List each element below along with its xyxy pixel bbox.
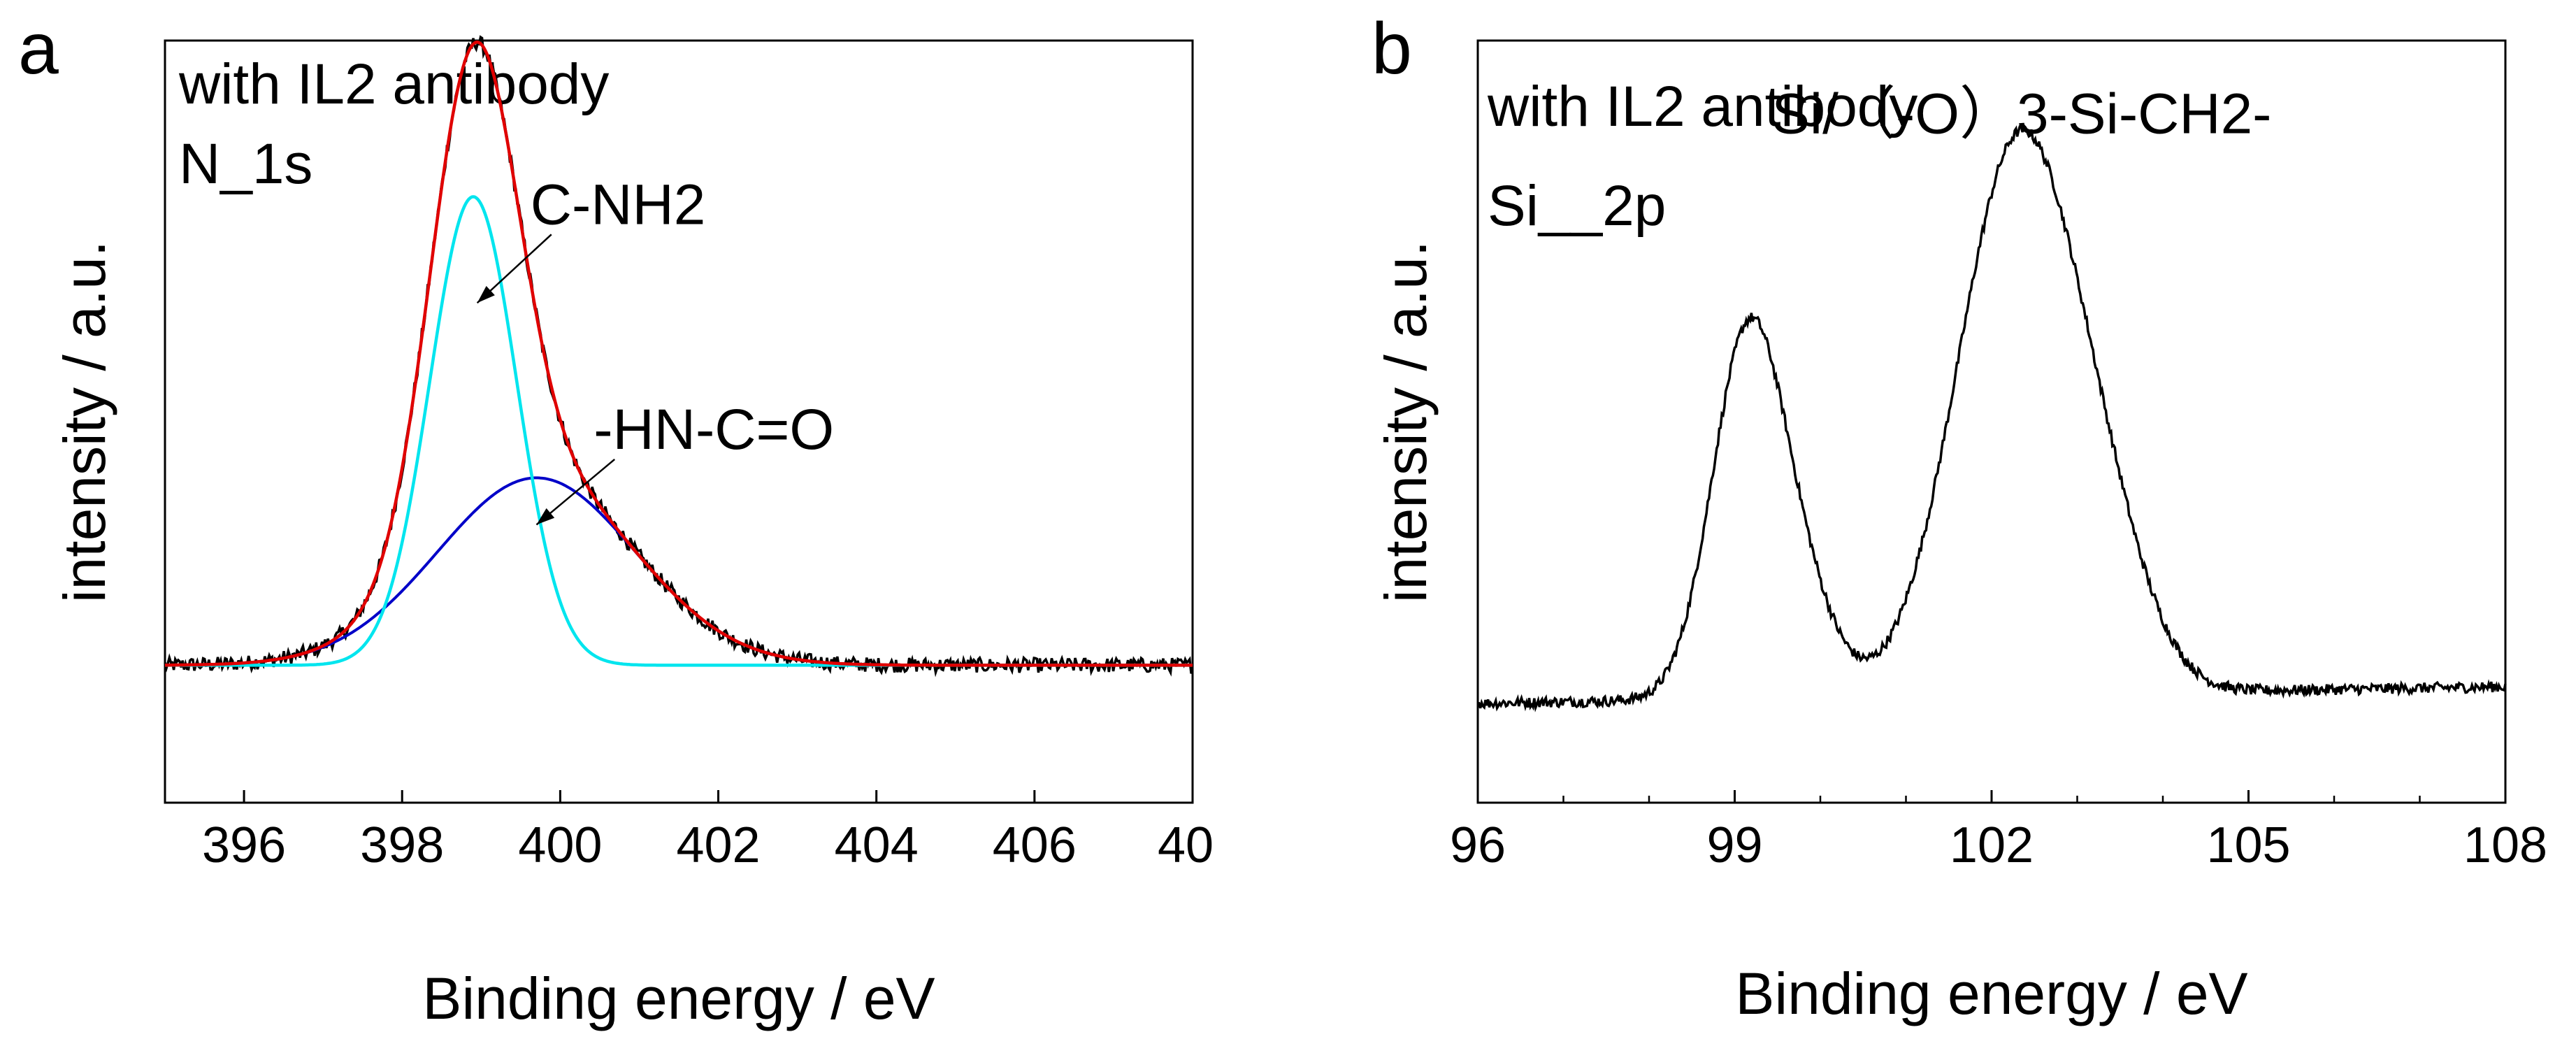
panel-b-plot-frame: [1476, 39, 2507, 804]
x-tick-label: 400: [518, 817, 602, 873]
panel-a-subtitle: N_1s: [179, 132, 312, 196]
panel-b: b with IL2 antibody Si__2p Si/（-O）3-Si-C…: [1372, 8, 2547, 1026]
series-raw-data: [164, 35, 1193, 678]
panel-a-annotation-arrows: [476, 234, 616, 526]
x-tick-label: 402: [676, 817, 760, 873]
x-tick-label: 404: [835, 817, 919, 873]
panel-a-label: a: [18, 8, 59, 89]
panel-b-y-label: intensity / a.u.: [1373, 241, 1439, 603]
panel-a-x-label: Binding energy / eV: [422, 966, 935, 1031]
x-tick-label: 105: [2206, 817, 2290, 873]
x-tick-label: 398: [360, 817, 444, 873]
x-tick-label: 99: [1706, 817, 1762, 873]
series-envelope-fit: [165, 41, 1193, 667]
panel-b-x-axis: 96 99 102 105 108: [1450, 790, 2547, 873]
panel-b-x-label: Binding energy / eV: [1735, 961, 2247, 1026]
x-tick-label: 40: [1158, 817, 1214, 873]
annotation-si-o3-si-ch2: Si/（-O）3-Si-CH2-: [1771, 83, 2271, 146]
panel-a: a with IL2 antibody N_1s C-NH2 -HN-C=O 3…: [18, 8, 1214, 1031]
x-tick-label: 406: [993, 817, 1077, 873]
panel-a-curves: [164, 35, 1193, 678]
annotation-arrowhead-0: [477, 285, 495, 303]
panel-a-annotations: C-NH2 -HN-C=O: [531, 173, 834, 461]
panel-a-plot-frame: [164, 39, 1194, 804]
annotation-arrowhead-1: [536, 508, 555, 525]
x-tick-label: 102: [1950, 817, 2034, 873]
panel-b-curves: [1477, 123, 2507, 712]
annotation-c-nh2: C-NH2: [531, 173, 706, 236]
x-tick-label: 108: [2463, 817, 2547, 873]
series-si-2p: [1477, 123, 2507, 712]
panel-b-subtitle: Si__2p: [1488, 174, 1666, 238]
panel-b-title: with IL2 antibody: [1487, 75, 1917, 138]
panel-a-title: with IL2 antibody: [178, 52, 609, 116]
x-tick-label: 396: [202, 817, 286, 873]
x-tick-label: 96: [1450, 817, 1506, 873]
panel-a-x-axis: 396 398 400 402 404 406 40: [202, 790, 1214, 873]
panel-b-annotations: Si/（-O）3-Si-CH2-: [1771, 83, 2271, 146]
annotation-hn-c-o: -HN-C=O: [593, 398, 834, 461]
series-hn-c-o-fit: [165, 476, 1193, 667]
panel-a-y-label: intensity / a.u.: [52, 241, 117, 603]
panel-b-label: b: [1372, 8, 1412, 89]
